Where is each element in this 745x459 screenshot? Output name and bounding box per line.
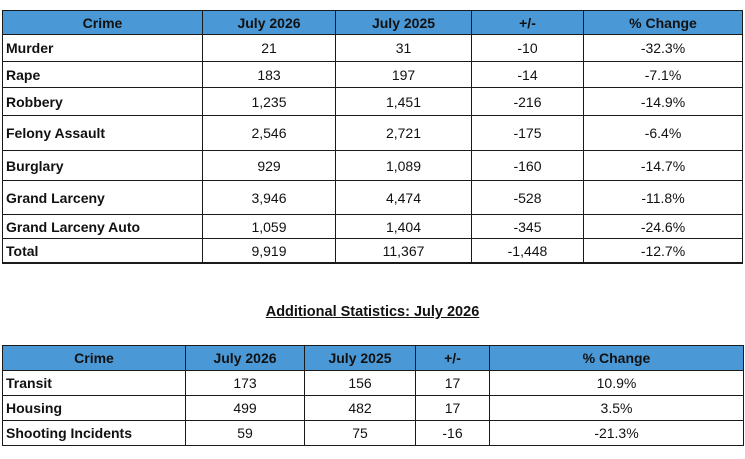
table-row: Housing 499 482 17 3.5% [2, 395, 744, 421]
difference-cell: 17 [415, 395, 490, 421]
july-2026-cell: 21 [202, 34, 336, 62]
july-2025-cell: 31 [335, 34, 472, 62]
difference-cell: 17 [415, 370, 490, 396]
crime-name-cell: Shooting Incidents [2, 420, 186, 446]
percent-change-cell: 10.9% [489, 370, 744, 396]
july-2025-cell: 1,451 [335, 87, 472, 116]
july-2026-cell: 499 [185, 395, 305, 421]
crime-name-cell: Grand Larceny [2, 180, 203, 215]
column-header-july-2026: July 2026 [185, 345, 305, 371]
july-2026-cell: 2,546 [202, 115, 336, 151]
column-header-difference: +/- [415, 345, 490, 371]
july-2026-cell: 1,059 [202, 214, 336, 239]
table-row: Robbery 1,235 1,451 -216 -14.9% [2, 87, 743, 116]
total-row: Total 9,919 11,367 -1,448 -12.7% [2, 238, 743, 264]
difference-cell: -345 [471, 214, 584, 239]
table-row: Shooting Incidents 59 75 -16 -21.3% [2, 420, 744, 446]
percent-change-cell: -7.1% [583, 61, 743, 88]
column-header-crime: Crime [2, 10, 203, 35]
column-header-crime: Crime [2, 345, 186, 371]
july-2025-cell: 156 [304, 370, 416, 396]
july-2026-cell: 1,235 [202, 87, 336, 116]
total-label-cell: Total [2, 238, 203, 264]
difference-cell: -160 [471, 150, 584, 181]
difference-cell: -528 [471, 180, 584, 215]
july-2025-cell: 4,474 [335, 180, 472, 215]
percent-change-cell: -6.4% [583, 115, 743, 151]
crime-name-cell: Robbery [2, 87, 203, 116]
crime-name-cell: Transit [2, 370, 186, 396]
additional-statistics-table: Crime July 2026 July 2025 +/- % Change T… [2, 345, 744, 446]
crime-name-cell: Murder [2, 34, 203, 62]
crime-name-cell: Rape [2, 61, 203, 88]
percent-change-cell: -14.9% [583, 87, 743, 116]
table-row: Grand Larceny Auto 1,059 1,404 -345 -24.… [2, 214, 743, 239]
table-header-row: Crime July 2026 July 2025 +/- % Change [2, 10, 743, 35]
table-row: Transit 173 156 17 10.9% [2, 370, 744, 396]
percent-change-cell: -21.3% [489, 420, 744, 446]
table-header-row: Crime July 2026 July 2025 +/- % Change [2, 345, 744, 371]
table-row: Grand Larceny 3,946 4,474 -528 -11.8% [2, 180, 743, 215]
difference-cell: -216 [471, 87, 584, 116]
column-header-percent-change: % Change [583, 10, 743, 35]
crime-statistics-table: Crime July 2026 July 2025 +/- % Change M… [2, 10, 743, 264]
column-header-july-2026: July 2026 [202, 10, 336, 35]
percent-change-total-cell: -12.7% [583, 238, 743, 264]
column-header-july-2025: July 2025 [335, 10, 472, 35]
july-2025-cell: 197 [335, 61, 472, 88]
july-2025-cell: 1,404 [335, 214, 472, 239]
difference-total-cell: -1,448 [471, 238, 584, 264]
july-2026-cell: 183 [202, 61, 336, 88]
july-2026-cell: 59 [185, 420, 305, 446]
column-header-percent-change: % Change [489, 345, 744, 371]
additional-statistics-title: Additional Statistics: July 2026 [265, 304, 480, 320]
crime-name-cell: Grand Larceny Auto [2, 214, 203, 239]
crime-name-cell: Burglary [2, 150, 203, 181]
july-2026-total-cell: 9,919 [202, 238, 336, 264]
percent-change-cell: -11.8% [583, 180, 743, 215]
crime-name-cell: Housing [2, 395, 186, 421]
column-header-july-2025: July 2025 [304, 345, 416, 371]
difference-cell: -16 [415, 420, 490, 446]
percent-change-cell: -14.7% [583, 150, 743, 181]
difference-cell: -10 [471, 34, 584, 62]
difference-cell: -14 [471, 61, 584, 88]
july-2025-cell: 1,089 [335, 150, 472, 181]
july-2025-total-cell: 11,367 [335, 238, 472, 264]
percent-change-cell: 3.5% [489, 395, 744, 421]
july-2025-cell: 2,721 [335, 115, 472, 151]
percent-change-cell: -32.3% [583, 34, 743, 62]
table-row: Burglary 929 1,089 -160 -14.7% [2, 150, 743, 181]
july-2025-cell: 482 [304, 395, 416, 421]
july-2026-cell: 3,946 [202, 180, 336, 215]
table-row: Rape 183 197 -14 -7.1% [2, 61, 743, 88]
percent-change-cell: -24.6% [583, 214, 743, 239]
crime-name-cell: Felony Assault [2, 115, 203, 151]
table-row: Murder 21 31 -10 -32.3% [2, 34, 743, 62]
july-2026-cell: 929 [202, 150, 336, 181]
difference-cell: -175 [471, 115, 584, 151]
table-row: Felony Assault 2,546 2,721 -175 -6.4% [2, 115, 743, 151]
july-2026-cell: 173 [185, 370, 305, 396]
column-header-difference: +/- [471, 10, 584, 35]
july-2025-cell: 75 [304, 420, 416, 446]
